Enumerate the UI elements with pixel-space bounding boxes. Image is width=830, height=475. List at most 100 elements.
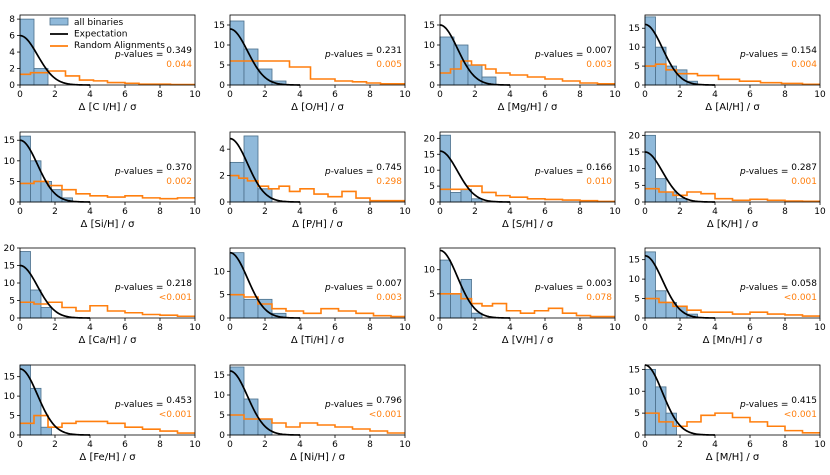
- panel-ca: 0 2 4 6 8 10 0 5 10 15 20 Δ [Ca/H] / σ p-values = 0.…: [4, 244, 201, 346]
- panel-p: 0 2 4 6 8 10 0 2 4 Δ [P/H] / σ p-values = 0.7450.2…: [219, 131, 411, 230]
- x-tick-label: 6: [542, 207, 548, 217]
- axes-frame: [229, 131, 406, 203]
- panel-al: 0 2 4 6 8 10 0 5 10 15 Δ [Al/H] / σ p-values = 0.15…: [629, 14, 826, 113]
- random-alignments-line: [645, 412, 820, 434]
- x-tick-label: 10: [399, 440, 411, 450]
- y-tick-label: 5: [634, 409, 640, 419]
- x-tick-label: 4: [297, 323, 303, 333]
- panel-m: 0 2 4 6 8 10 0 5 10 15 Δ [M/H] / σ p-values = 0.415…: [629, 364, 826, 463]
- x-tick-label: 8: [782, 440, 788, 450]
- x-axis-label: Δ [O/H] / σ: [291, 102, 344, 113]
- random-alignments-line: [230, 60, 405, 85]
- random-alignments-line: [645, 63, 820, 86]
- x-axis-label: Δ [V/H] / σ: [502, 335, 554, 346]
- binary-bar: [19, 135, 31, 203]
- pvalue-label: p-values = 0.218: [114, 279, 192, 293]
- x-tick-label: 10: [609, 90, 621, 100]
- y-tick-label: 0: [429, 81, 435, 91]
- x-tick-label: 6: [122, 90, 128, 100]
- y-tick-label: 5: [9, 412, 15, 422]
- pvalue-random: 0.001: [791, 177, 817, 187]
- binary-bar: [450, 293, 462, 319]
- binary-bar: [665, 412, 677, 436]
- x-tick-label: 0: [437, 323, 443, 333]
- random-alignments-line: [645, 187, 820, 203]
- y-tick-label: 10: [214, 41, 226, 51]
- panel-k: 0 2 4 6 8 10 0 5 10 15 20 Δ [K/H] / σ p-values = 0.2…: [629, 131, 826, 230]
- y-tick-label: 0: [219, 314, 225, 324]
- binary-bar: [40, 181, 52, 203]
- x-tick-label: 2: [472, 207, 478, 217]
- y-tick-label: 0: [634, 314, 640, 324]
- x-tick-label: 4: [87, 90, 93, 100]
- x-tick-label: 0: [642, 323, 648, 333]
- x-tick-label: 6: [332, 323, 338, 333]
- y-tick-label: 10: [214, 391, 226, 401]
- binary-bar: [439, 134, 451, 203]
- pvalue-random: <0.001: [369, 410, 402, 420]
- binary-bar: [19, 18, 35, 86]
- binary-bar: [30, 387, 42, 436]
- y-tick-label: 5: [429, 290, 435, 300]
- y-tick-label: 15: [629, 148, 640, 158]
- x-tick-label: 2: [677, 323, 683, 333]
- pvalue-label: p-values = 0.745: [324, 163, 402, 177]
- binary-bar: [19, 251, 31, 319]
- y-tick-label: 15: [4, 373, 15, 383]
- x-tick-label: 4: [507, 90, 513, 100]
- x-axis-label: Δ [C I/H] / σ: [79, 102, 138, 113]
- pvalue-label: p-values = 0.058: [739, 279, 817, 293]
- axes-frame: [439, 247, 616, 319]
- random-alignments-line: [230, 414, 405, 434]
- x-tick-label: 2: [52, 207, 58, 217]
- x-axis-label: Δ [M/H] / σ: [706, 452, 760, 463]
- y-tick-label: 15: [424, 21, 435, 31]
- pvalue-label: p-values = 0.007: [324, 279, 402, 293]
- pvalue-label: p-values = 0.796: [324, 396, 402, 410]
- axes-frame: [229, 247, 406, 319]
- x-axis-label: Δ [Ca/H] / σ: [79, 335, 138, 346]
- y-tick-label: 0: [634, 431, 640, 441]
- pvalue-label: p-values = 0.231: [324, 46, 402, 60]
- random-alignments-line: [440, 293, 615, 318]
- y-tick-label: 8: [9, 15, 15, 25]
- axes-frame: [229, 14, 406, 86]
- x-tick-label: 4: [297, 207, 303, 217]
- y-tick-label: 4: [9, 48, 15, 58]
- pvalue-random: 0.004: [791, 60, 817, 70]
- y-tick-label: 5: [9, 177, 15, 187]
- x-tick-label: 6: [332, 90, 338, 100]
- x-tick-label: 6: [122, 440, 128, 450]
- pvalue-random: 0.044: [166, 60, 192, 70]
- y-tick-label: 5: [634, 62, 640, 72]
- x-tick-label: 4: [297, 90, 303, 100]
- x-tick-label: 4: [297, 440, 303, 450]
- pvalue-random: <0.001: [784, 293, 817, 303]
- y-tick-label: 0: [429, 314, 435, 324]
- y-tick-label: 15: [4, 262, 15, 272]
- panel-mn: 0 2 4 6 8 10 0 5 10 15 Δ [Mn/H] / σ p-values = 0.05…: [629, 247, 826, 346]
- x-tick-label: 2: [52, 90, 58, 100]
- panel-si: 0 2 4 6 8 10 0 5 10 15 Δ [Si/H] / σ p-values = 0.37…: [4, 131, 201, 230]
- panel-ni: 0 2 4 6 8 10 0 5 10 15 Δ [Ni/H] / σ p-values = 0.79…: [214, 364, 411, 463]
- pvalue-random: 0.003: [586, 60, 612, 70]
- x-axis-label: Δ [S/H] / σ: [502, 219, 554, 230]
- pvalue-random: 0.298: [376, 177, 402, 187]
- axes-frame: [644, 14, 821, 86]
- binary-bar: [439, 36, 455, 86]
- y-tick-label: 15: [424, 150, 435, 160]
- x-tick-label: 6: [747, 90, 753, 100]
- pvalue-label: p-values = 0.453: [114, 396, 192, 410]
- y-tick-label: 15: [214, 21, 225, 31]
- axes-frame: [644, 364, 821, 436]
- binary-bar: [229, 252, 245, 319]
- x-tick-label: 8: [157, 323, 163, 333]
- y-tick-label: 0: [9, 198, 15, 208]
- pvalue-random: 0.003: [376, 293, 402, 303]
- y-tick-label: 10: [4, 157, 16, 167]
- y-tick-label: 5: [429, 61, 435, 71]
- random-alignments-line: [440, 60, 615, 85]
- y-tick-label: 5: [219, 411, 225, 421]
- axes-frame: [19, 364, 196, 436]
- x-tick-label: 8: [367, 90, 373, 100]
